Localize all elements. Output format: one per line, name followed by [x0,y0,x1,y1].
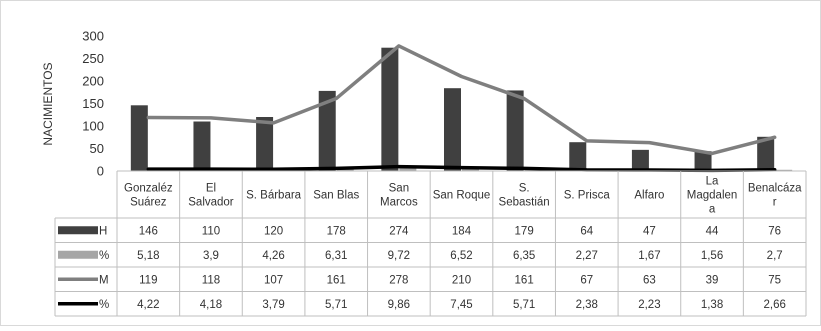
data-cell: 178 [327,225,346,237]
data-cell: 1,56 [701,250,723,262]
legend-key-bar [58,226,98,235]
data-cell: 6,52 [450,250,472,262]
data-cell: 39 [706,274,719,286]
bar-h [130,105,148,171]
data-cell: 210 [452,274,471,286]
data-cell: 6,35 [513,250,535,262]
bar-h [193,121,211,171]
data-cell: 118 [202,274,220,286]
data-cell: 161 [327,274,346,286]
category-label: San Roque [433,190,491,202]
data-cell: 107 [264,274,283,286]
series-name: % [99,299,109,311]
data-cell: 76 [768,225,781,237]
y-tick-label: 100 [82,119,104,134]
data-cell: 3,9 [203,250,219,262]
data-cell: 3,79 [262,299,284,311]
y-tick-label: 50 [90,141,104,156]
bar-h [256,117,274,171]
data-cell: 63 [643,274,656,286]
data-cell: 1,38 [701,299,723,311]
bar-h [694,151,712,171]
bar-h [506,90,524,171]
data-cell: 2,23 [638,299,660,311]
category-label: S. Prisca [564,190,611,202]
category-label: Salvador [188,197,234,209]
y-tick-label: 250 [82,51,104,66]
category-label: La [706,176,719,188]
data-cell: 110 [202,225,220,237]
data-cell: 67 [580,274,593,286]
data-cell: 119 [139,274,157,286]
data-cell: 47 [643,225,656,237]
data-cell: 161 [515,274,534,286]
bar-h [631,149,649,171]
data-cell: 44 [706,225,719,237]
category-label: S. Bárbara [246,190,302,202]
category-label: Magdalen [687,190,738,202]
bar-h [381,47,399,172]
category-label: Marcos [380,197,418,209]
data-cell: 4,18 [200,299,222,311]
bar-pct-h [462,168,479,171]
bar-pct-h [775,169,793,171]
category-label: Sebastián [499,197,550,209]
data-cell: 64 [580,225,593,237]
y-tick-label: 300 [82,29,104,44]
data-cell: 4,26 [262,250,284,262]
data-cell: 2,27 [576,250,598,262]
y-tick-label: 200 [82,74,104,89]
data-cell: 2,38 [576,299,598,311]
series-name: M [99,274,109,286]
category-label: San Blas [313,190,359,202]
data-cell: 9,86 [388,299,410,311]
category-label: Benalcáza [748,183,802,195]
bar-h [569,142,587,171]
data-cell: 2,7 [767,250,783,262]
category-label: r [773,197,777,209]
data-cell: 5,71 [325,299,347,311]
data-cell: 278 [389,274,408,286]
data-cell: 4,22 [137,299,159,311]
category-label: El [206,183,216,195]
data-cell: 2,66 [763,299,785,311]
legend-key-bar [58,250,98,259]
bar-h [444,88,461,171]
category-label: a [709,204,716,216]
category-label: Gonzaléz [124,183,173,195]
data-cell: 120 [264,225,283,237]
data-cell: 75 [768,274,781,286]
data-cell: 146 [139,225,158,237]
category-label: S. [519,183,530,195]
bar-h [318,90,336,171]
data-cell: 1,67 [638,250,660,262]
series-line-m [146,44,777,156]
bar-pct-h [399,166,417,171]
category-label: Suárez [130,197,167,209]
data-cell: 5,18 [137,250,159,262]
series-name: % [99,250,109,262]
data-cell: 5,71 [513,299,535,311]
y-axis-title: NACIMIENTOS [41,62,55,145]
data-cell: 7,45 [450,299,472,311]
data-cell: 184 [452,225,472,237]
series-line-pct-m [146,164,777,173]
bar-h [757,136,775,171]
y-tick-label: 150 [82,96,104,111]
category-label: San [389,183,409,195]
data-cell: 6,31 [325,250,347,262]
data-cell: 274 [389,225,409,237]
data-cell: 9,72 [388,250,410,262]
y-tick-label: 0 [97,164,104,179]
series-name: H [99,225,107,237]
data-cell: 179 [515,225,534,237]
category-label: Alfaro [634,190,664,202]
